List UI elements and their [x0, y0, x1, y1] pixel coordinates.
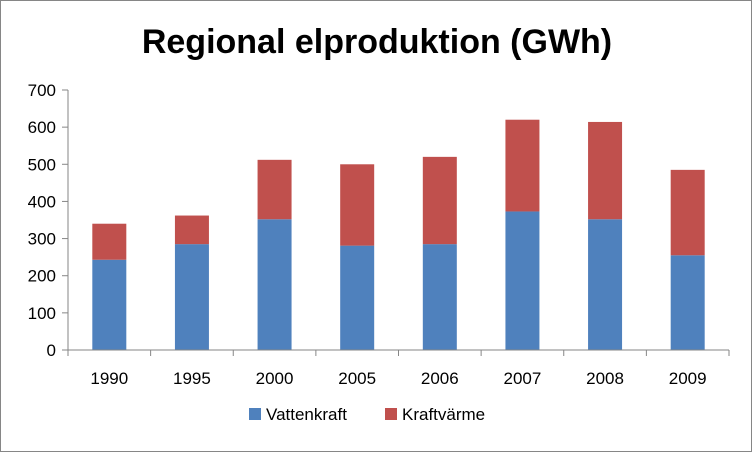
y-tick-label: 400	[28, 192, 56, 211]
bar-vattenkraft-2005	[340, 245, 375, 350]
legend-swatch-kraftvärme	[385, 408, 397, 420]
bar-kraftvärme-2005	[340, 164, 375, 246]
y-tick-label: 200	[28, 267, 56, 286]
bar-kraftvärme-2006	[422, 156, 457, 245]
bar-vattenkraft-2007	[505, 211, 540, 350]
bar-kraftvärme-2009	[670, 169, 705, 256]
x-tick-label: 2000	[256, 369, 294, 388]
legend-label-vattenkraft: Vattenkraft	[266, 405, 347, 424]
y-tick-label: 100	[28, 304, 56, 323]
x-tick-label: 2005	[338, 369, 376, 388]
x-tick-label: 2006	[421, 369, 459, 388]
bar-vattenkraft-1990	[92, 259, 127, 350]
y-tick-label: 600	[28, 118, 56, 137]
x-tick-label: 2007	[504, 369, 542, 388]
y-tick-label: 0	[47, 341, 56, 360]
x-tick-label: 1990	[90, 369, 128, 388]
bar-vattenkraft-1995	[174, 244, 209, 350]
y-tick-label: 700	[28, 81, 56, 100]
bar-kraftvärme-1990	[92, 223, 127, 260]
bar-vattenkraft-2008	[588, 219, 623, 350]
x-tick-label: 2009	[669, 369, 707, 388]
bar-kraftvärme-2000	[257, 159, 292, 220]
bar-vattenkraft-2000	[257, 219, 292, 350]
y-tick-label: 500	[28, 155, 56, 174]
bar-vattenkraft-2009	[670, 255, 705, 350]
plot-area: 0 100 200 300 400 500 600 700 1990 1995 2000 2005 20…	[28, 81, 730, 388]
legend-swatch-vattenkraft	[249, 408, 261, 420]
y-tick-label: 300	[28, 230, 56, 249]
bar-kraftvärme-2007	[505, 119, 540, 212]
bar-vattenkraft-2006	[422, 244, 457, 350]
legend: Vattenkraft Kraftvärme	[249, 405, 485, 424]
x-tick-label: 1995	[173, 369, 211, 388]
bar-kraftvärme-2008	[588, 121, 623, 220]
x-tick-label: 2008	[586, 369, 624, 388]
chart-title: Regional elproduktion (GWh)	[142, 23, 612, 61]
bar-kraftvärme-1995	[174, 215, 209, 245]
legend-label-kraftvärme: Kraftvärme	[402, 405, 485, 424]
